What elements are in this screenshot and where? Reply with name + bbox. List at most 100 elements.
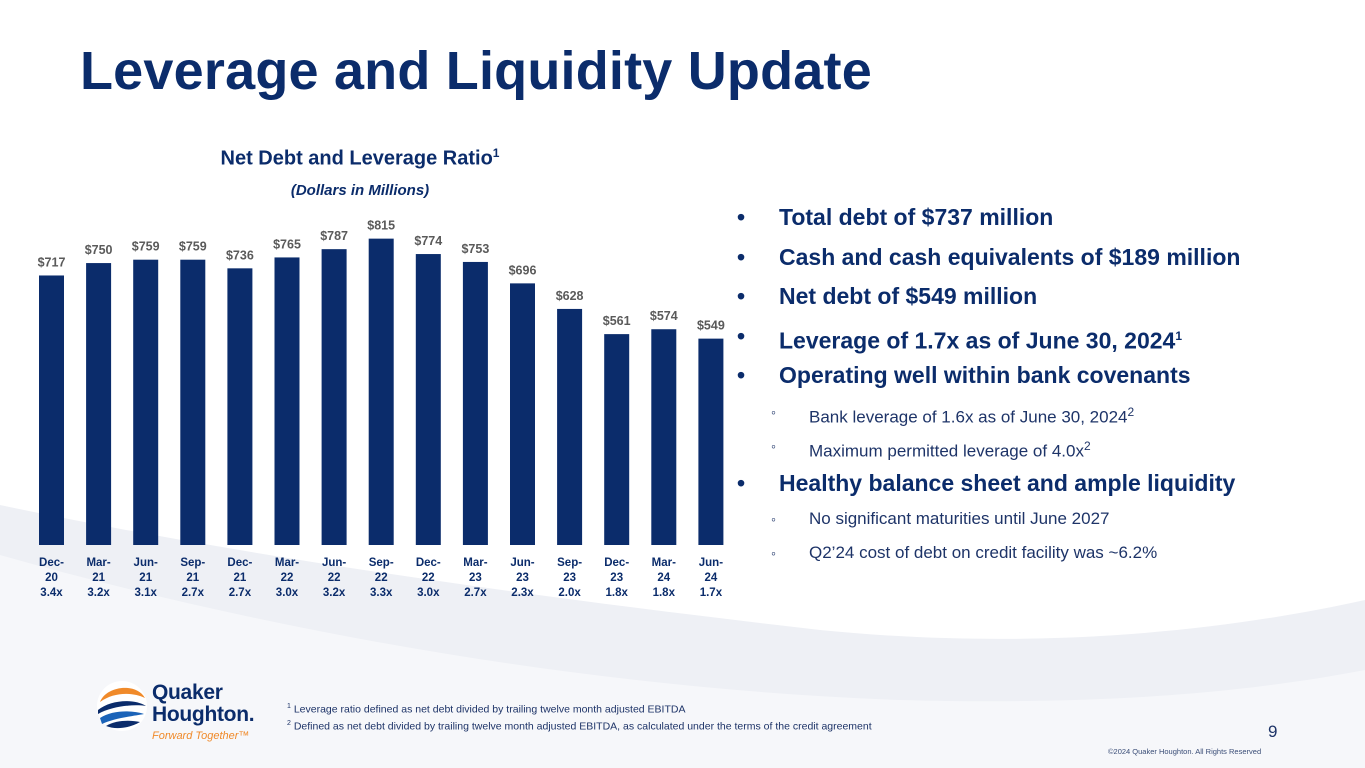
footnote-2: 2 Defined as net debt divided by trailin… (287, 717, 872, 734)
bullet-text: Operating well within bank covenants (779, 362, 1191, 388)
x-tick-label: Mar- (463, 557, 487, 569)
chart-title-text: Net Debt and Leverage Ratio (220, 147, 493, 170)
bar-dec-20 (39, 275, 64, 545)
bar-jun-22 (321, 249, 347, 545)
sub-bullet-item: ◦ Maximum permitted leverage of 4.0x2 (735, 432, 1345, 466)
bullet-mark: • (737, 469, 746, 496)
bar-sep-21 (180, 259, 206, 545)
footnote-1-text: Leverage ratio defined as net debt divid… (293, 703, 686, 716)
x-tick-label: Jun- (134, 557, 158, 569)
bullet-text: Total debt of $737 million (779, 204, 1054, 230)
x-tick-label: 22 (328, 572, 341, 584)
leverage-ratio-label: 2.7x (464, 587, 487, 599)
sub-bullet-mark: ◦ (771, 545, 776, 561)
leverage-ratio-label: 1.8x (653, 587, 676, 599)
x-tick-label: 24 (657, 572, 670, 584)
bullet-text: No significant maturities until June 202… (809, 509, 1110, 528)
key-points-list: • Total debt of $737 million • Cash and cas… (735, 200, 1345, 573)
leverage-ratio-label: 3.2x (323, 587, 346, 599)
x-tick-label: 22 (375, 572, 388, 584)
bullet-text: Cash and cash equivalents of $189 millio… (779, 243, 1241, 270)
bullet-mark: • (737, 322, 746, 349)
bar-value-label: $774 (414, 234, 442, 248)
x-tick-label: 23 (469, 572, 482, 584)
footnote-1-mark: 1 (287, 703, 291, 710)
bar-sep-22 (368, 238, 394, 545)
footnote-1: 1 Leverage ratio defined as net debt div… (287, 700, 872, 717)
x-tick-label: Dec- (227, 557, 252, 569)
sub-bullet-mark: ◦ (771, 511, 776, 527)
net-debt-bar-chart: $717 Dec- 20 3.4x $750 Mar- 21 3.2x $759 Jun- 21 3.… (38, 219, 725, 599)
bar-dec-21 (227, 268, 253, 545)
bullet-item: • Net debt of $549 million (735, 279, 1345, 319)
bar-mar-23 (462, 261, 488, 545)
sub-bullet-item: ◦ No significant maturities until June 20… (735, 505, 1345, 539)
bullet-footnote-mark: 2 (1083, 438, 1091, 453)
bullet-footnote-mark: 1 (1175, 328, 1183, 343)
logo-word-quaker: Quaker (152, 681, 223, 704)
bar-value-label: $750 (85, 243, 113, 257)
page-number: 9 (1268, 722, 1278, 741)
quaker-houghton-globe-logo-icon (97, 681, 147, 731)
bar-value-label: $736 (226, 248, 254, 262)
x-tick-label: Jun- (510, 557, 534, 569)
leverage-ratio-label: 3.1x (135, 587, 158, 599)
chart-title-footnote-mark: 1 (492, 146, 500, 160)
footnote-2-mark: 2 (287, 719, 291, 727)
bullet-text: Leverage of 1.7x as of June 30, 2024 (779, 327, 1176, 354)
x-tick-label: 23 (516, 572, 529, 584)
x-tick-label: Dec- (604, 557, 629, 569)
bullet-item: • Operating well within bank covenants (735, 358, 1345, 398)
x-tick-label: Jun- (699, 557, 723, 569)
chart-subtitle: (Dollars in Millions) (290, 182, 430, 199)
x-tick-label: 24 (705, 572, 718, 584)
leverage-ratio-label: 3.0x (276, 587, 299, 599)
bar-dec-22 (415, 254, 441, 545)
bullet-text: Maximum permitted leverage of 4.0x (809, 441, 1084, 461)
bullet-item: • Total debt of $737 million (735, 200, 1345, 240)
x-tick-label: 21 (234, 572, 247, 584)
bullet-footnote-mark: 2 (1127, 404, 1135, 419)
x-tick-label: Dec- (416, 557, 441, 569)
bullet-text: Net debt of $549 million (779, 283, 1038, 309)
leverage-ratio-label: 1.8x (606, 587, 629, 599)
bar-value-label: $759 (179, 240, 207, 254)
sub-bullet-item: ◦ Q2’24 cost of debt on credit facility w… (735, 539, 1345, 573)
leverage-ratio-label: 3.0x (417, 587, 440, 599)
sub-bullet-mark: ◦ (771, 437, 776, 454)
bullet-text: Q2’24 cost of debt on credit facility wa… (809, 543, 1158, 562)
bullet-mark: • (737, 362, 746, 388)
bar-mar-24 (651, 329, 677, 545)
copyright-notice: ©2024 Quaker Houghton. All Rights Reserv… (1108, 747, 1262, 756)
x-tick-label: 21 (92, 572, 105, 584)
bar-value-label: $628 (556, 289, 584, 303)
footnote-2-text: Defined as net debt divided by trailing … (293, 720, 872, 732)
leverage-ratio-label: 1.7x (700, 587, 723, 599)
x-tick-label: Mar- (86, 557, 110, 569)
bar-value-label: $815 (367, 219, 395, 233)
x-tick-label: Sep- (180, 557, 205, 569)
bar-sep-23 (557, 308, 583, 545)
bar-dec-23 (604, 334, 630, 545)
bullet-mark: • (737, 283, 746, 309)
x-tick-label: 22 (422, 572, 435, 584)
footnotes: 1 Leverage ratio defined as net debt div… (287, 700, 872, 733)
bar-value-label: $549 (697, 319, 725, 333)
leverage-ratio-label: 3.4x (40, 587, 63, 599)
bullet-mark: • (737, 243, 746, 270)
bullet-text: Bank leverage of 1.6x as of June 30, 202… (809, 407, 1128, 427)
sub-bullet-mark: ◦ (771, 403, 776, 420)
x-tick-label: Sep- (369, 557, 394, 569)
bar-value-label: $753 (461, 242, 489, 256)
bar-jun-21 (133, 259, 159, 545)
x-tick-label: 23 (563, 572, 576, 584)
x-tick-label: 20 (45, 572, 58, 584)
leverage-ratio-label: 3.2x (87, 587, 110, 599)
bar-value-label: $765 (273, 237, 301, 251)
bar-jun-23 (510, 283, 535, 545)
bar-value-label: $574 (650, 309, 678, 323)
x-tick-label: Jun- (322, 557, 346, 569)
logo-tagline: Forward Together™ (152, 730, 250, 742)
bar-value-label: $787 (320, 229, 348, 243)
bar-value-label: $561 (603, 314, 631, 328)
